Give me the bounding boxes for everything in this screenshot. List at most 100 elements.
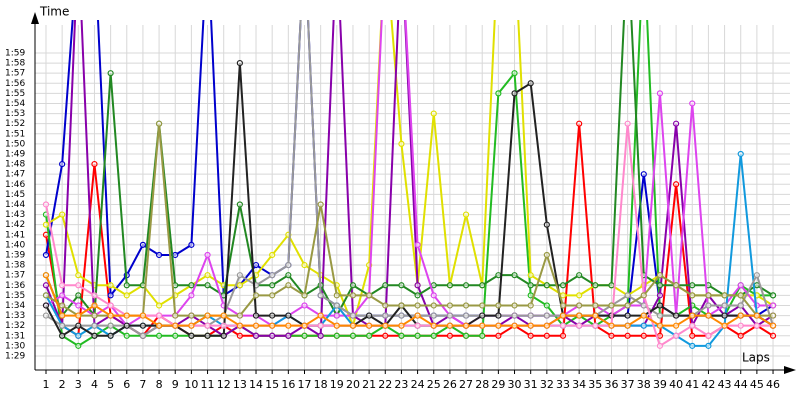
point (737, 322, 744, 329)
point (107, 332, 114, 339)
y-axis-title: Time (39, 5, 69, 19)
point (672, 312, 680, 319)
x-tick-label: 46 (766, 378, 780, 391)
point (462, 332, 470, 339)
point (123, 312, 130, 319)
point (398, 302, 405, 309)
y-tick-label: 1:53 (5, 109, 25, 119)
point (317, 312, 324, 319)
point (155, 302, 163, 309)
point (317, 292, 324, 299)
point (252, 322, 260, 329)
point (543, 302, 550, 309)
point (123, 282, 130, 289)
point (382, 302, 389, 309)
point (139, 332, 147, 339)
point (753, 322, 760, 329)
point (592, 312, 599, 319)
point (446, 322, 454, 329)
x-tick-label: 40 (669, 378, 683, 391)
point (107, 312, 114, 319)
point (204, 322, 211, 329)
point (689, 332, 696, 339)
point (592, 282, 599, 289)
point (689, 312, 696, 319)
point (349, 312, 357, 319)
x-tick-label: 36 (604, 378, 618, 391)
x-tick-label: 25 (427, 378, 441, 391)
point (91, 332, 98, 339)
x-tick-label: 42 (701, 378, 715, 391)
point (42, 292, 50, 299)
series-line (45, 20, 774, 319)
point (236, 59, 243, 67)
point (414, 312, 421, 319)
point (624, 292, 631, 299)
point (543, 251, 550, 259)
point (656, 322, 664, 329)
point (414, 332, 421, 339)
point (236, 272, 243, 279)
point (640, 322, 647, 329)
point (527, 282, 534, 289)
point (107, 322, 114, 329)
point (543, 282, 550, 289)
point (462, 312, 470, 319)
point (75, 332, 82, 339)
point (366, 332, 373, 339)
point (559, 302, 567, 309)
x-tick-label: 18 (314, 378, 328, 391)
point (430, 302, 437, 309)
x-tick-label: 29 (491, 378, 505, 391)
x-axis-title: Laps (742, 351, 770, 365)
point (769, 292, 777, 299)
x-tick-label: 22 (378, 378, 392, 391)
y-tick-label: 1:36 (5, 281, 25, 291)
x-tick-label: 2 (59, 378, 66, 391)
point (495, 90, 502, 97)
point (737, 292, 744, 299)
point (107, 302, 114, 309)
point (301, 322, 308, 329)
point (753, 312, 760, 319)
point (333, 332, 340, 339)
point (91, 312, 98, 319)
x-tick-label: 39 (653, 378, 667, 391)
y-tick-label: 1:33 (5, 311, 25, 321)
point (430, 312, 437, 319)
point (172, 322, 179, 329)
x-tick-label: 32 (540, 378, 554, 391)
point (123, 292, 130, 299)
point (75, 302, 82, 309)
point (414, 322, 421, 329)
x-tick-label: 7 (139, 378, 146, 391)
point (511, 312, 518, 319)
point (737, 282, 744, 289)
point (155, 312, 163, 319)
point (285, 322, 292, 329)
series-line (45, 123, 774, 317)
point (42, 251, 50, 259)
y-axis-arrow (31, 12, 39, 24)
point (462, 322, 470, 329)
point (527, 80, 534, 87)
point (656, 292, 664, 299)
point (91, 160, 98, 168)
point (269, 322, 276, 329)
y-tick-label: 1:31 (5, 331, 25, 341)
point (75, 322, 82, 329)
point (495, 322, 502, 329)
point (430, 110, 437, 117)
point (543, 322, 550, 329)
point (42, 282, 50, 289)
y-tick-label: 1:46 (5, 180, 25, 190)
point (236, 201, 243, 208)
point (333, 322, 340, 329)
x-tick-label: 20 (346, 378, 360, 391)
y-tick-label: 1:38 (5, 261, 25, 271)
point (624, 120, 631, 127)
point (204, 251, 211, 259)
point (705, 302, 712, 309)
point (236, 322, 243, 329)
point (285, 282, 292, 289)
